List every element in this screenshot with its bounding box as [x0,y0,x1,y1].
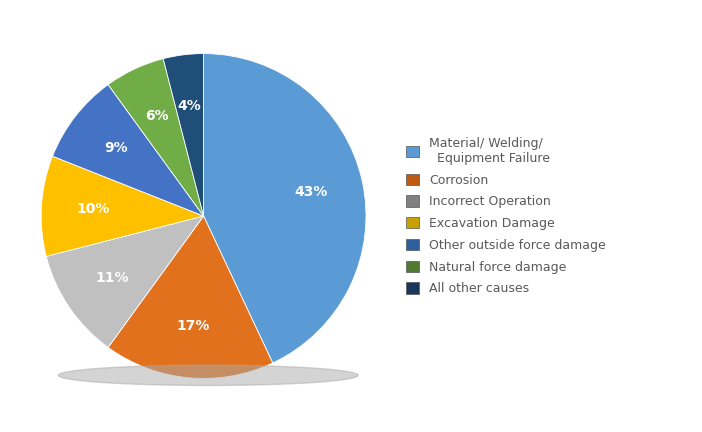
Legend: Material/ Welding/
  Equipment Failure, Corrosion, Incorrect Operation, Excavati: Material/ Welding/ Equipment Failure, Co… [406,137,606,295]
Wedge shape [108,59,204,216]
Wedge shape [204,54,366,363]
Text: 9%: 9% [105,141,128,155]
Wedge shape [108,216,273,378]
Text: 43%: 43% [295,185,328,199]
Text: 4%: 4% [178,99,201,114]
Text: 6%: 6% [145,109,168,123]
Text: 11%: 11% [95,271,129,285]
Wedge shape [41,156,204,257]
Ellipse shape [58,365,358,385]
Text: 17%: 17% [176,319,210,333]
Wedge shape [46,216,204,347]
Wedge shape [163,54,204,216]
Text: 10%: 10% [77,202,110,216]
Wedge shape [53,85,204,216]
